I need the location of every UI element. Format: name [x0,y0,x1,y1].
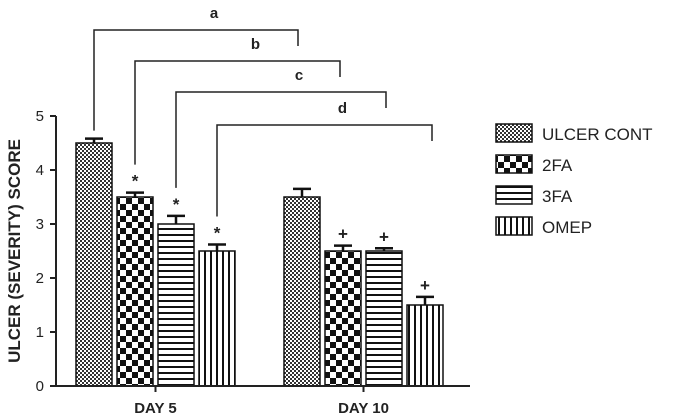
y-tick-label: 4 [36,162,44,179]
bar [324,250,362,387]
significance-bracket [216,124,433,217]
legend-label: ULCER CONT [542,125,653,144]
legend-label: 2FA [542,156,573,175]
legend-swatch [495,216,533,236]
error-bar [85,137,103,143]
significance-bracket [134,60,341,165]
error-bar [334,244,352,251]
y-axis: 0 1 2 3 4 5 [36,108,57,395]
significance-marker: * [173,195,180,214]
legend-swatch [495,123,533,143]
error-bar [293,187,311,197]
error-bar [416,295,434,305]
y-axis-title: ULCER (SEVERITY) SCORE [5,139,24,363]
error-bar [208,243,226,251]
significance-bracket [175,91,387,188]
bracket-label: d [338,100,347,117]
bracket-label: c [295,67,303,84]
bar [157,223,195,387]
significance-marker: * [132,172,139,191]
error-bar [375,247,393,251]
bar [75,142,113,387]
plot-area: * + * + * + [75,137,444,387]
legend-swatch [495,154,533,174]
bar [365,250,403,387]
bar [283,196,321,387]
significance-marker: + [379,227,389,246]
legend: ULCER CONT 2FA 3FA OMEP [495,123,653,237]
error-bar [126,191,144,197]
error-bar [167,214,185,224]
legend-label: OMEP [542,218,592,237]
significance-marker: + [420,276,430,295]
legend-swatch [495,185,533,205]
bar [116,196,154,387]
bar [406,304,444,387]
y-tick-label: 0 [36,378,44,395]
legend-label: 3FA [542,187,573,206]
y-tick-label: 3 [36,216,44,233]
bracket-label: b [251,36,260,53]
category-label: DAY 5 [134,400,177,417]
significance-marker: * [214,224,221,243]
y-tick-label: 2 [36,270,44,287]
y-tick-label: 5 [36,108,44,125]
x-axis: DAY 5 DAY 10 [56,385,470,417]
significance-brackets: a b c d [93,5,433,217]
significance-bracket [93,29,299,131]
category-label: DAY 10 [338,400,389,417]
bracket-label: a [210,5,219,22]
bar [198,250,236,387]
y-tick-label: 1 [36,324,44,341]
significance-marker: + [338,225,348,244]
